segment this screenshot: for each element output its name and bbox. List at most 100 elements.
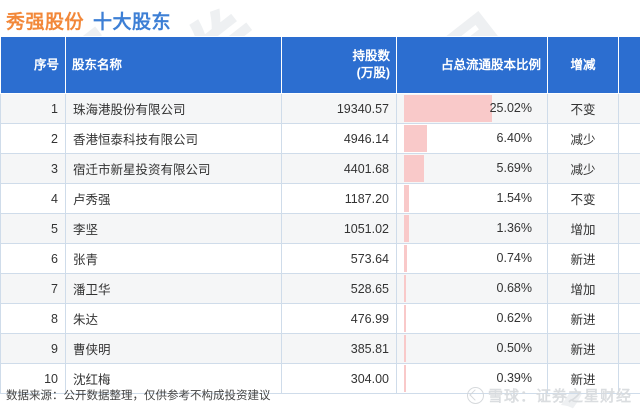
brand-watermark: 雪球：证券之星财经 bbox=[466, 385, 632, 406]
cell-shares: 1187.20 bbox=[281, 183, 397, 214]
cell-percent: 0.50% bbox=[396, 333, 548, 364]
percent-bar-wrapper: 0.74% bbox=[404, 245, 540, 272]
percent-label: 0.74% bbox=[496, 251, 532, 265]
cell-index: 1 bbox=[0, 93, 66, 124]
cell-index: 5 bbox=[0, 213, 66, 244]
cell-percent: 5.69% bbox=[396, 153, 548, 184]
cell-shares: 19340.57 bbox=[281, 93, 397, 124]
percent-label: 0.68% bbox=[496, 281, 532, 295]
table-body: 1珠海港股份有限公司19340.5725.02%不变0.002香港恒泰科技有限公… bbox=[0, 93, 640, 394]
cell-shares: 385.81 bbox=[281, 333, 397, 364]
cell-holder-name: 朱达 bbox=[65, 303, 282, 334]
stock-name-title: 秀强股份 bbox=[6, 11, 85, 33]
cell-holder-name: 卢秀强 bbox=[65, 183, 282, 214]
cell-delta-shares: 19.11 bbox=[618, 273, 640, 304]
cell-index: 2 bbox=[0, 123, 66, 154]
percent-bar-wrapper: 1.36% bbox=[404, 215, 540, 242]
top-holders-table: 序号 股东名称 持股数 (万股) 占总流通股本比例 增减 变动股数 (万股) 1… bbox=[0, 36, 640, 394]
cell-index: 7 bbox=[0, 273, 66, 304]
cell-delta-shares: 225.12 bbox=[618, 213, 640, 244]
percent-label: 5.69% bbox=[496, 161, 532, 175]
column-header-delta: 变动股数 (万股) bbox=[618, 36, 640, 94]
cell-change-status: 增加 bbox=[547, 273, 619, 304]
cell-percent: 0.74% bbox=[396, 243, 548, 274]
cell-index: 8 bbox=[0, 303, 66, 334]
cell-change-status: 新进 bbox=[547, 363, 619, 394]
percent-bar bbox=[404, 125, 427, 152]
column-header-index: 序号 bbox=[0, 36, 66, 94]
cell-delta-shares: 304.00 bbox=[618, 363, 640, 394]
percent-bar bbox=[404, 95, 492, 122]
cell-percent: 25.02% bbox=[396, 93, 548, 124]
percent-bar bbox=[404, 155, 424, 182]
cell-index: 9 bbox=[0, 333, 66, 364]
column-header-shares-line1: 持股数 bbox=[352, 49, 390, 64]
cell-change-status: 减少 bbox=[547, 153, 619, 184]
cell-percent: 0.68% bbox=[396, 273, 548, 304]
cell-shares: 476.99 bbox=[281, 303, 397, 334]
percent-label: 1.54% bbox=[496, 191, 532, 205]
section-title: 十大股东 bbox=[93, 11, 172, 33]
cell-shares: 1051.02 bbox=[281, 213, 397, 244]
cell-index: 3 bbox=[0, 153, 66, 184]
cell-change-status: 不变 bbox=[547, 183, 619, 214]
percent-bar bbox=[404, 185, 410, 212]
column-header-delta-line1: 变动股数 bbox=[625, 48, 640, 65]
cell-shares: 528.65 bbox=[281, 273, 397, 304]
column-header-name: 股东名称 bbox=[65, 36, 282, 94]
percent-label: 0.62% bbox=[496, 311, 532, 325]
cell-change-status: 减少 bbox=[547, 123, 619, 154]
cell-shares: 4946.14 bbox=[281, 123, 397, 154]
percent-label: 25.02% bbox=[489, 101, 532, 115]
cell-index: 10 bbox=[0, 363, 66, 394]
cell-delta-shares: 0.00 bbox=[618, 93, 640, 124]
cell-shares: 304.00 bbox=[281, 363, 397, 394]
cell-change-status: 新进 bbox=[547, 303, 619, 334]
percent-label: 6.40% bbox=[496, 131, 532, 145]
cell-percent: 1.36% bbox=[396, 213, 548, 244]
cell-change-status: 增加 bbox=[547, 213, 619, 244]
cell-change-status: 新进 bbox=[547, 243, 619, 274]
cell-holder-name: 潘卫华 bbox=[65, 273, 282, 304]
cell-shares: 573.64 bbox=[281, 243, 397, 274]
percent-bar bbox=[404, 365, 406, 392]
cell-index: 4 bbox=[0, 183, 66, 214]
percent-label: 1.36% bbox=[496, 221, 532, 235]
percent-bar bbox=[404, 215, 409, 242]
percent-bar-wrapper: 25.02% bbox=[404, 95, 540, 122]
percent-bar-wrapper: 5.69% bbox=[404, 155, 540, 182]
percent-bar bbox=[404, 275, 407, 302]
brand-watermark-text: 雪球：证券之星财经 bbox=[487, 387, 632, 405]
cell-shares: 4401.68 bbox=[281, 153, 397, 184]
cell-delta-shares: -1545.89 bbox=[618, 123, 640, 154]
percent-label: 0.50% bbox=[496, 341, 532, 355]
percent-bar bbox=[404, 305, 407, 332]
cell-holder-name: 香港恒泰科技有限公司 bbox=[65, 123, 282, 154]
percent-bar-wrapper: 0.50% bbox=[404, 335, 540, 362]
cell-percent: 1.54% bbox=[396, 183, 548, 214]
cell-percent: 6.40% bbox=[396, 123, 548, 154]
cell-delta-shares: -772.94 bbox=[618, 153, 640, 184]
cell-holder-name: 曹侠明 bbox=[65, 333, 282, 364]
percent-bar-wrapper: 6.40% bbox=[404, 125, 540, 152]
page-title: 秀强股份 十大股东 bbox=[0, 0, 640, 34]
cell-delta-shares: 573.64 bbox=[618, 243, 640, 274]
table-header: 序号 股东名称 持股数 (万股) 占总流通股本比例 增减 变动股数 (万股) bbox=[0, 36, 640, 94]
snowball-logo-icon bbox=[466, 386, 484, 404]
cell-change-status: 新进 bbox=[547, 333, 619, 364]
percent-bar-wrapper: 0.39% bbox=[404, 365, 540, 392]
percent-bar bbox=[404, 335, 406, 362]
column-header-shares: 持股数 (万股) bbox=[281, 36, 397, 94]
percent-label: 0.39% bbox=[496, 371, 532, 385]
